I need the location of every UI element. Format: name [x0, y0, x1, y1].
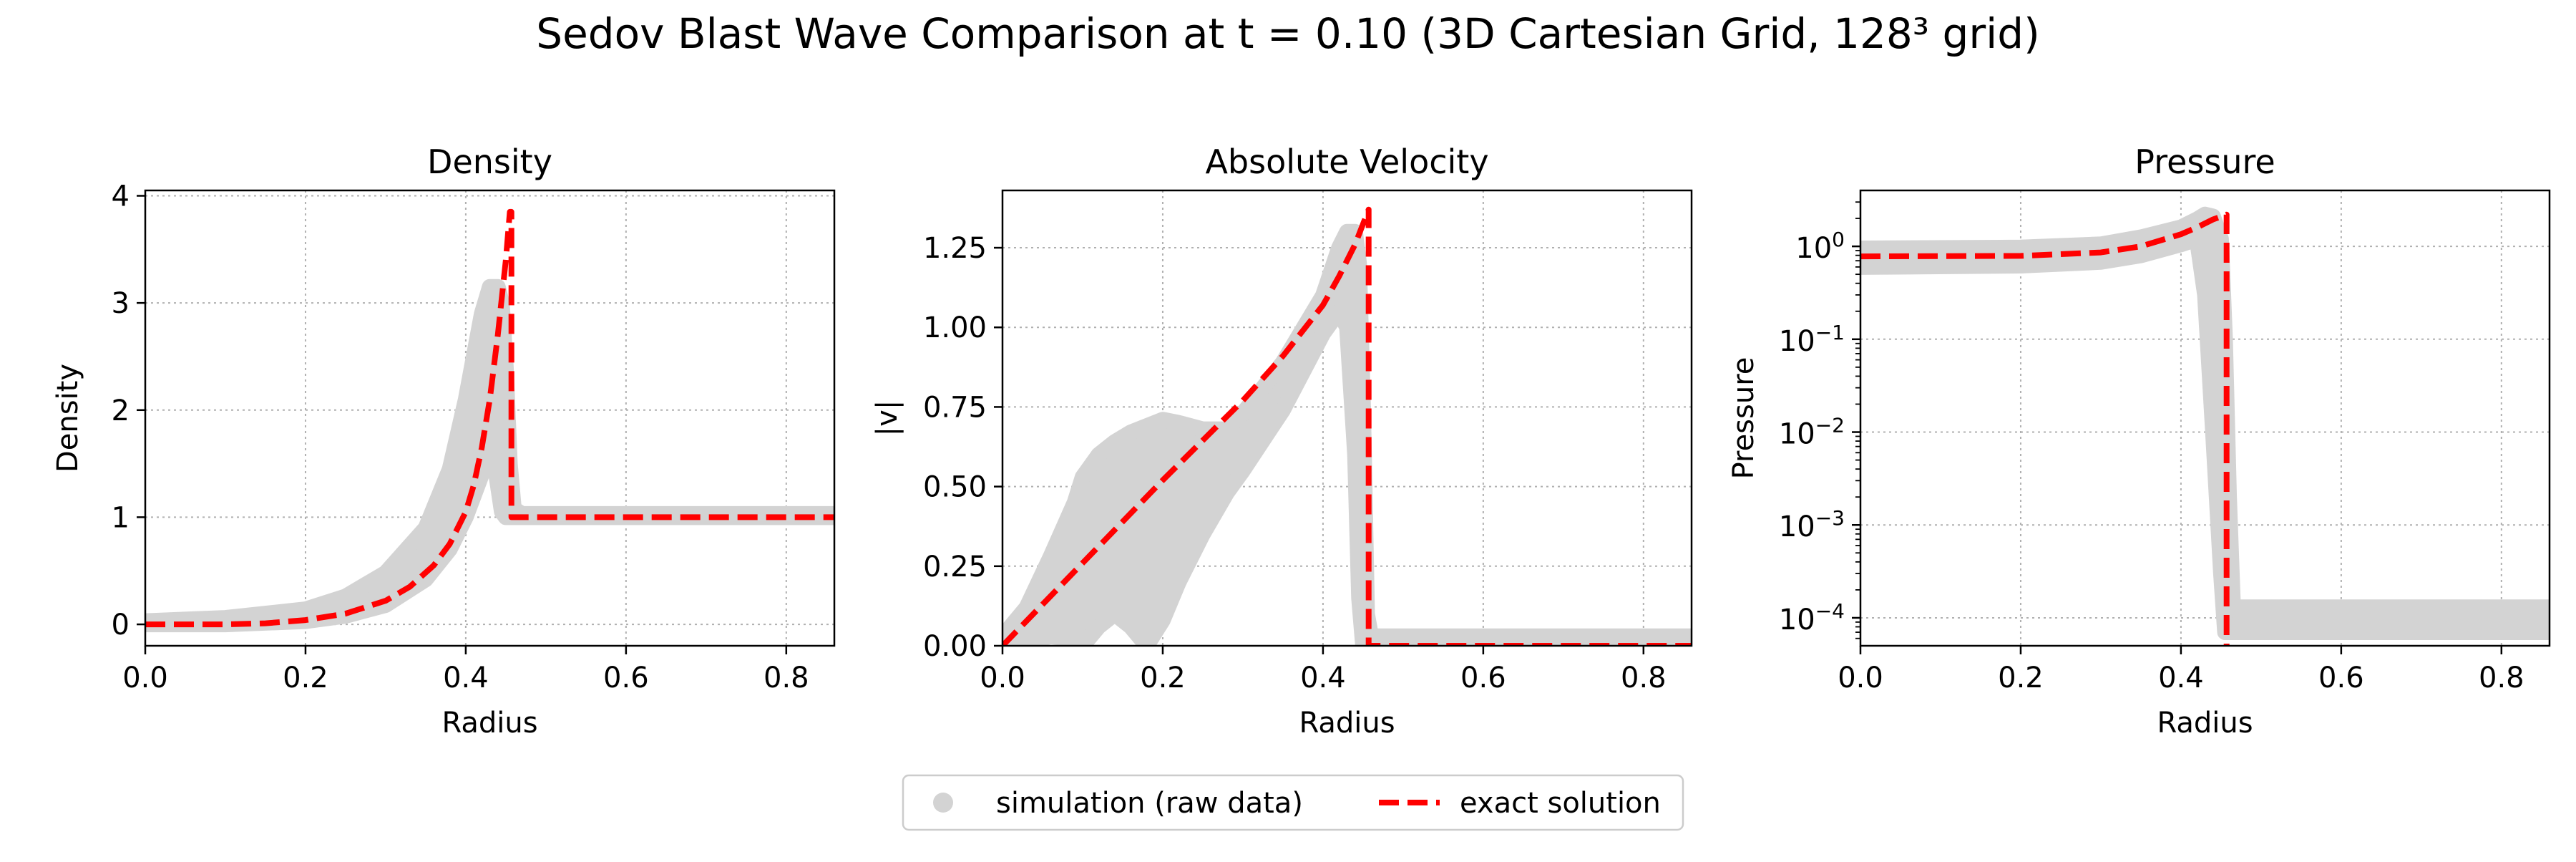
y-tick-label: 10−3: [1779, 506, 1845, 543]
y-tick-label: 0.25: [923, 551, 987, 583]
legend: simulation (raw data) exact solution: [902, 774, 1684, 831]
x-axis-label: Radius: [441, 707, 537, 740]
x-tick-label: 0.4: [1300, 662, 1346, 694]
x-tick-label: 0.6: [2318, 662, 2364, 694]
figure-title: Sedov Blast Wave Comparison at t = 0.10 …: [536, 9, 2039, 58]
y-axis-label: |v|: [871, 400, 904, 437]
x-tick-label: 0.8: [763, 662, 809, 694]
panel-title: Absolute Velocity: [1205, 142, 1488, 181]
x-tick-label: 0.2: [283, 662, 328, 694]
x-tick-label: 0.4: [2158, 662, 2204, 694]
x-axis-label: Radius: [2157, 707, 2253, 740]
y-tick-label: 4: [112, 180, 130, 213]
y-tick-label: 10−2: [1779, 414, 1845, 451]
y-tick-label: 1: [112, 501, 130, 534]
x-tick-label: 0.6: [603, 662, 649, 694]
x-tick-label: 0.8: [2479, 662, 2524, 694]
legend-label-simulation: simulation (raw data): [996, 787, 1303, 820]
x-tick-label: 0.4: [443, 662, 489, 694]
y-tick-label: 1.00: [923, 311, 987, 344]
y-tick-label: 0.50: [923, 471, 987, 504]
chart-panel-1: 0.0 0.2 0.4 0.6 0.8 0 1 2 3 4 Density Radius Density: [52, 142, 836, 740]
x-tick-label: 0.0: [122, 662, 168, 694]
legend-marker-simulation: [933, 793, 953, 813]
series-exact-solution-line: [1002, 206, 1692, 646]
y-tick-label: 0.75: [923, 391, 987, 424]
chart-panel-3: 0.0 0.2 0.4 0.6 0.8 10−4 10−3 10−2 10−1 100 Pressu…: [1727, 142, 2551, 740]
series-exact-solution-line: [1860, 211, 2230, 646]
x-tick-label: 0.0: [1838, 662, 1883, 694]
series-exact-solution-line: [145, 208, 834, 628]
axes-frame: [1859, 189, 2551, 647]
legend-box: [902, 774, 1684, 831]
x-tick-label: 0.6: [1460, 662, 1506, 694]
y-tick-label: 2: [112, 394, 130, 427]
y-tick-label: 0.00: [923, 630, 987, 663]
y-tick-label: 3: [112, 287, 130, 320]
legend-label-exact: exact solution: [1460, 787, 1661, 820]
y-axis-label: Density: [52, 364, 84, 473]
axes-frame: [1001, 189, 1693, 647]
x-tick-label: 0.8: [1621, 662, 1667, 694]
series-simulation-band: [1002, 223, 1692, 646]
y-tick-label: 0: [112, 609, 130, 641]
y-tick-label: 10−1: [1779, 321, 1845, 358]
x-axis-label: Radius: [1299, 707, 1395, 740]
panel-title: Density: [427, 142, 552, 181]
x-tick-label: 0.0: [980, 662, 1025, 694]
axes-frame: [144, 189, 836, 647]
panel-title: Pressure: [2135, 142, 2275, 181]
y-axis-label: Pressure: [1727, 357, 1760, 480]
series-simulation-band: [145, 279, 834, 633]
y-tick-label: 1.25: [923, 232, 987, 265]
y-tick-label: 100: [1795, 228, 1845, 265]
x-tick-label: 0.2: [1998, 662, 2044, 694]
x-tick-label: 0.2: [1140, 662, 1186, 694]
y-tick-label: 10−4: [1779, 599, 1845, 636]
chart-panel-2: 0.0 0.2 0.4 0.6 0.8 0.00 0.25 0.50 0.75 1.00 1.25 A…: [871, 142, 1693, 740]
